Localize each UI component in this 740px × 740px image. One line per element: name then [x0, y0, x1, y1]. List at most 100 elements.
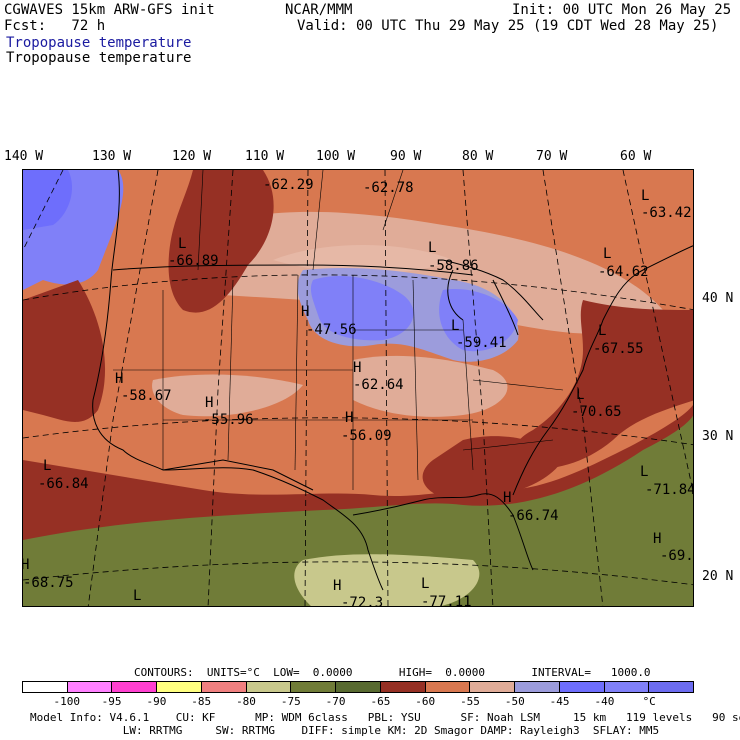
map-label: -58.67 [121, 388, 172, 404]
field-region [353, 355, 508, 417]
forecast-hour: Fcst: 72 h [4, 18, 106, 34]
colorbar-tick-label: -70 [325, 695, 346, 708]
map-label: H [301, 304, 309, 320]
colorbar-swatch [649, 682, 694, 692]
colorbar-swatch [67, 682, 113, 692]
field-region [273, 245, 453, 274]
map-label: -70.65 [571, 404, 622, 420]
map-label: -67.55 [593, 341, 644, 357]
field-region [294, 554, 480, 606]
map-label: L [178, 236, 186, 252]
field-title-2: Tropopause temperature [6, 50, 192, 66]
colorbar-swatch [470, 682, 516, 692]
map-label: -62.64 [353, 377, 404, 393]
map-label: L [43, 458, 51, 474]
map-label: -66.74 [508, 508, 559, 524]
colorbar-swatch [246, 682, 292, 692]
map-label: L [451, 318, 459, 334]
map-label: -47.56 [306, 322, 357, 338]
lon-label: 80 W [462, 149, 494, 164]
colorbar-swatch [112, 682, 158, 692]
colorbar-swatch [559, 682, 605, 692]
field-title-1: Tropopause temperature [6, 35, 192, 51]
colorbar-tick-label: -40 [594, 695, 615, 708]
map-label: L [603, 246, 611, 262]
map-label: L [598, 323, 606, 339]
map-label: H [115, 371, 123, 387]
colorbar-swatch [336, 682, 381, 692]
map-label: -62.78 [363, 180, 414, 196]
colorbar-tick-label: -65 [370, 695, 391, 708]
map-label: H [503, 490, 511, 506]
colorbar-swatch [515, 682, 560, 692]
map-label: -56.09 [341, 428, 392, 444]
field-region [422, 436, 563, 500]
map-label: L [641, 188, 649, 204]
lon-label: 130 W [92, 149, 132, 164]
colorbar-tick-label: -95 [101, 695, 122, 708]
map-label: -64.62 [598, 264, 649, 280]
map-label: -71.84 [645, 482, 694, 498]
lat-label: 30 N [702, 429, 734, 444]
lon-label: 120 W [172, 149, 212, 164]
tropopause-temperature-map: -62.29 -62.78 L -63.42 L -66.89 L -58.86… [22, 169, 694, 607]
field-region [170, 211, 663, 334]
map-label: H [653, 531, 661, 547]
map-label: -66.89 [168, 253, 219, 269]
colorbar-tick-label: -50 [504, 695, 525, 708]
map-label: L [421, 576, 429, 592]
lon-label: 100 W [316, 149, 356, 164]
colorbar-swatch [604, 682, 650, 692]
colorbar [22, 681, 694, 693]
colorbar-tick-label: -80 [236, 695, 256, 708]
map-label: L [133, 588, 141, 604]
map-label: -62.29 [263, 177, 314, 193]
lat-label: 40 N [702, 291, 734, 306]
field-region [512, 300, 693, 470]
pressure-labels: -62.29 -62.78 L -63.42 L -66.89 L -58.86… [23, 177, 694, 607]
field-region [23, 280, 106, 422]
colorbar-tick-label: -45 [549, 695, 570, 708]
colorbar-swatch [425, 682, 471, 692]
lon-label: 70 W [536, 149, 568, 164]
organization: NCAR/MMM [285, 2, 353, 18]
map-label: H [205, 395, 213, 411]
colorbar-tick-label: -85 [191, 695, 212, 708]
graticule [23, 170, 693, 606]
field-region [23, 415, 693, 606]
map-label: -72.3 [341, 595, 383, 607]
colorbar-tick-label: -75 [280, 695, 301, 708]
map-label: H [23, 557, 29, 573]
lon-label: 140 W [4, 149, 44, 164]
valid-time: Valid: 00 UTC Thu 29 May 25 (19 CDT Wed … [297, 18, 719, 34]
model-info-line1: Model Info: V4.6.1 CU: KF MP: WDM 6class… [30, 711, 740, 724]
map-label: -77.11 [421, 594, 472, 607]
colorbar-tick-label: °C [642, 695, 656, 708]
map-label: L [640, 464, 648, 480]
map-label: H [353, 360, 361, 376]
map-label: H [333, 578, 341, 594]
map-label: -63.42 [641, 205, 692, 221]
field-region [23, 170, 73, 230]
colorbar-tick-label: -100 [53, 695, 81, 708]
coastlines [92, 170, 693, 591]
lon-label: 110 W [245, 149, 285, 164]
lon-label: 90 W [390, 149, 422, 164]
field-region [168, 170, 274, 313]
lon-label: 60 W [620, 149, 652, 164]
field-region [310, 275, 414, 341]
colorbar-tick-label: -55 [460, 695, 480, 708]
map-label: H [345, 410, 353, 426]
map-label: -55.96 [203, 412, 254, 428]
contour-info: CONTOURS: UNITS=°C LOW= 0.0000 HIGH= 0.0… [134, 666, 651, 679]
map-canvas: -62.29 -62.78 L -63.42 L -66.89 L -58.86… [23, 170, 694, 607]
model-title: CGWAVES 15km ARW-GFS init [4, 2, 215, 18]
init-time: Init: 00 UTC Mon 26 May 25 [512, 2, 732, 18]
colorbar-swatch [23, 682, 68, 692]
map-label: -66.84 [38, 476, 89, 492]
field-region [439, 289, 518, 352]
map-label: -69.4 [660, 548, 694, 564]
colorbar-swatch [291, 682, 337, 692]
colorbar-swatch [157, 682, 202, 692]
colorbar-swatch [201, 682, 247, 692]
